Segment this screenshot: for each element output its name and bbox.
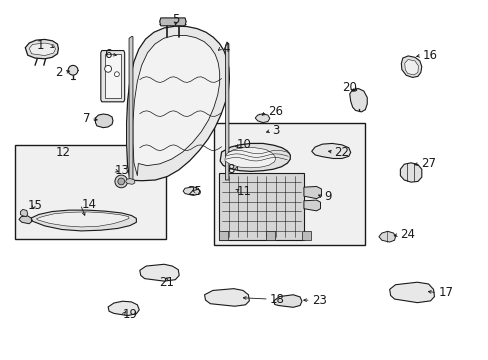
Text: 3: 3	[272, 124, 279, 137]
Polygon shape	[273, 295, 302, 307]
Text: 14: 14	[81, 198, 96, 211]
Polygon shape	[219, 173, 304, 240]
Text: 6: 6	[104, 48, 112, 61]
Polygon shape	[225, 42, 228, 180]
Text: 13: 13	[114, 164, 129, 177]
Text: 5: 5	[172, 13, 180, 26]
Text: 10: 10	[236, 138, 250, 150]
Polygon shape	[140, 264, 179, 281]
Polygon shape	[204, 289, 249, 306]
Polygon shape	[25, 40, 58, 59]
Polygon shape	[20, 210, 28, 217]
Text: 17: 17	[437, 286, 452, 299]
Polygon shape	[224, 148, 275, 168]
Text: 4: 4	[222, 41, 229, 54]
Text: 15: 15	[28, 199, 42, 212]
Text: 22: 22	[334, 145, 349, 158]
Polygon shape	[95, 114, 113, 128]
Polygon shape	[37, 212, 129, 227]
Polygon shape	[104, 54, 121, 98]
Polygon shape	[219, 231, 227, 240]
Polygon shape	[389, 282, 433, 303]
Polygon shape	[220, 143, 290, 171]
Polygon shape	[304, 186, 321, 199]
Text: 21: 21	[159, 276, 174, 289]
Polygon shape	[266, 231, 275, 240]
Text: 8: 8	[227, 163, 234, 176]
Polygon shape	[349, 89, 366, 112]
Text: 24: 24	[400, 228, 414, 241]
Polygon shape	[29, 43, 55, 55]
Polygon shape	[160, 18, 185, 26]
Circle shape	[115, 175, 127, 188]
Text: 25: 25	[187, 185, 202, 198]
Bar	[15, 145, 165, 239]
Text: 11: 11	[236, 185, 251, 198]
Text: 19: 19	[122, 308, 138, 321]
Polygon shape	[125, 179, 135, 184]
Circle shape	[118, 178, 124, 185]
Text: 7: 7	[82, 112, 90, 125]
Text: 12: 12	[56, 146, 71, 159]
Polygon shape	[183, 187, 199, 195]
Polygon shape	[133, 36, 219, 176]
Polygon shape	[129, 37, 133, 180]
Text: 18: 18	[269, 293, 284, 306]
Polygon shape	[126, 26, 229, 181]
Polygon shape	[31, 210, 136, 231]
Polygon shape	[378, 231, 395, 242]
Circle shape	[68, 66, 78, 75]
Polygon shape	[19, 216, 32, 224]
Polygon shape	[400, 163, 421, 182]
Text: 23: 23	[311, 294, 326, 307]
Polygon shape	[404, 59, 418, 75]
Polygon shape	[401, 56, 421, 77]
Text: 9: 9	[323, 190, 331, 203]
Polygon shape	[108, 301, 139, 316]
Text: 27: 27	[420, 157, 435, 170]
Polygon shape	[311, 143, 350, 158]
Text: 16: 16	[422, 49, 437, 62]
Circle shape	[114, 72, 119, 77]
Circle shape	[104, 66, 111, 72]
Polygon shape	[101, 50, 124, 102]
Text: 2: 2	[55, 66, 62, 79]
Polygon shape	[255, 114, 269, 123]
Text: 1: 1	[36, 39, 44, 52]
Text: 20: 20	[341, 81, 356, 94]
Polygon shape	[302, 231, 310, 240]
Bar	[214, 123, 365, 244]
Polygon shape	[304, 200, 320, 211]
Text: 26: 26	[267, 105, 282, 118]
